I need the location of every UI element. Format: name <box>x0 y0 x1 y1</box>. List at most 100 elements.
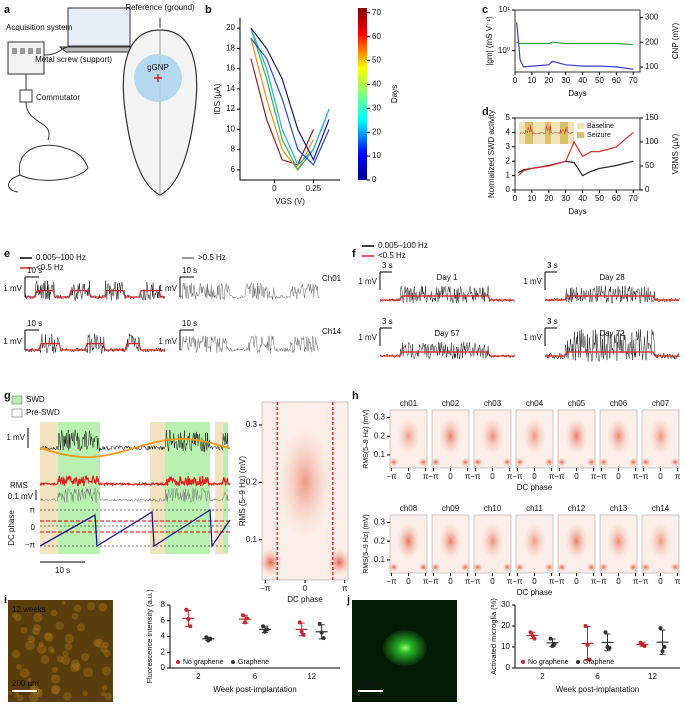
heatmap-density <box>564 416 589 456</box>
tick-label: 14 <box>226 84 235 93</box>
tick-label: π <box>591 577 597 586</box>
label: VGS (V) <box>275 197 305 206</box>
tick-label: −π <box>428 472 439 481</box>
texture <box>98 602 108 612</box>
tick-label: 12 <box>226 104 235 113</box>
texture <box>100 645 108 653</box>
tick-label: −π <box>470 472 481 481</box>
tick-label: 30 <box>372 103 381 112</box>
tick-label: 50 <box>595 76 604 85</box>
tick-label: 10 <box>501 642 510 651</box>
tick-label: 0.1 <box>374 450 386 459</box>
error-bar <box>549 638 556 648</box>
tick-label: 0 <box>448 577 453 586</box>
heatmap-density <box>388 457 399 467</box>
tick-label: 30 <box>501 600 510 609</box>
phase-trace <box>39 508 231 548</box>
legend-swatch <box>577 132 584 138</box>
label: RMS <box>10 481 28 490</box>
heatmap-density <box>480 521 505 561</box>
tick-label: 60 <box>612 194 621 203</box>
tick-label: π <box>465 472 471 481</box>
data-point <box>184 607 189 612</box>
button <box>12 48 17 54</box>
tick-label: −π <box>554 472 565 481</box>
texture <box>14 613 22 622</box>
texture <box>76 623 85 632</box>
data-line <box>250 37 330 166</box>
data-point <box>317 621 322 626</box>
tick-label: 50 <box>595 194 604 203</box>
tick-label: 5 <box>506 113 511 122</box>
heatmap-density <box>480 416 505 456</box>
heatmap-density <box>556 562 567 572</box>
panel-title: ch03 <box>484 399 502 408</box>
tick-label: 150 <box>645 113 659 122</box>
texture <box>73 662 82 671</box>
label: RMS (5–9 Hz) (mV) <box>238 456 247 527</box>
heatmap-density <box>628 562 639 572</box>
heatmap-density <box>460 457 471 467</box>
scale-label: 1 mV <box>3 337 22 346</box>
tick-label: 10¹ <box>498 5 510 14</box>
label: Week post-implantation <box>213 685 296 694</box>
colorbar <box>358 8 367 180</box>
tick-label: π <box>675 472 681 481</box>
data-line <box>250 58 314 166</box>
scale-label: 10 s <box>27 266 42 275</box>
scale-label: 10 s <box>182 319 197 328</box>
panel-title: ch02 <box>442 399 460 408</box>
legend-label: No graphene <box>183 659 224 666</box>
scale-bar <box>544 271 557 290</box>
legend-label: <0.5 Hz <box>36 263 64 272</box>
laptop-base <box>58 46 140 53</box>
legend-label: SWD <box>26 395 45 404</box>
heatmap-density <box>430 562 441 572</box>
texture <box>104 692 113 701</box>
tick-label: −π <box>25 541 36 550</box>
label: DC phase <box>7 510 16 546</box>
axes-box <box>514 9 641 73</box>
panel-letter: j <box>346 594 350 606</box>
scale-label: 3 s <box>547 261 558 270</box>
tick-label: 6 <box>161 616 166 625</box>
filtered-trace <box>380 295 514 301</box>
heatmap-density <box>598 457 609 467</box>
scale-label: 3 s <box>382 261 393 270</box>
tick-label: 70 <box>629 76 638 85</box>
heatmap-density <box>258 547 283 577</box>
texture <box>20 626 28 634</box>
texture <box>50 609 58 617</box>
tick-label: −π <box>512 472 523 481</box>
legend-marker <box>576 660 580 664</box>
data-point <box>607 646 612 651</box>
tick-label: 10 <box>527 194 536 203</box>
tick-label: 0 <box>532 577 537 586</box>
signal-trace <box>544 329 681 362</box>
data-line <box>517 131 634 177</box>
error-bar <box>639 642 646 647</box>
tick-label: 0 <box>31 523 36 532</box>
scale-bar <box>24 276 39 297</box>
tick-label: π <box>549 472 555 481</box>
tick-label: −π <box>596 577 607 586</box>
tick-label: 20 <box>544 194 553 203</box>
texture <box>37 644 47 655</box>
tick-label: 0 <box>272 184 277 193</box>
tick-label: −π <box>638 472 649 481</box>
label: gGNP <box>147 63 169 72</box>
texture <box>71 612 79 620</box>
tick-label: 0 <box>490 577 495 586</box>
heatmap-density <box>670 562 681 572</box>
texture <box>27 677 32 682</box>
scale-label: 1 mV <box>358 277 377 286</box>
label: Normalized SWD activity <box>487 110 496 198</box>
heatmap-density <box>606 521 631 561</box>
label: Reference (ground) <box>125 3 195 12</box>
tick-label: 20 <box>501 621 510 630</box>
label: DC phase <box>517 483 553 492</box>
tick-label: π <box>633 577 639 586</box>
tick-label: 50 <box>645 161 654 170</box>
texture <box>16 663 23 670</box>
panel-title: ch07 <box>652 399 670 408</box>
